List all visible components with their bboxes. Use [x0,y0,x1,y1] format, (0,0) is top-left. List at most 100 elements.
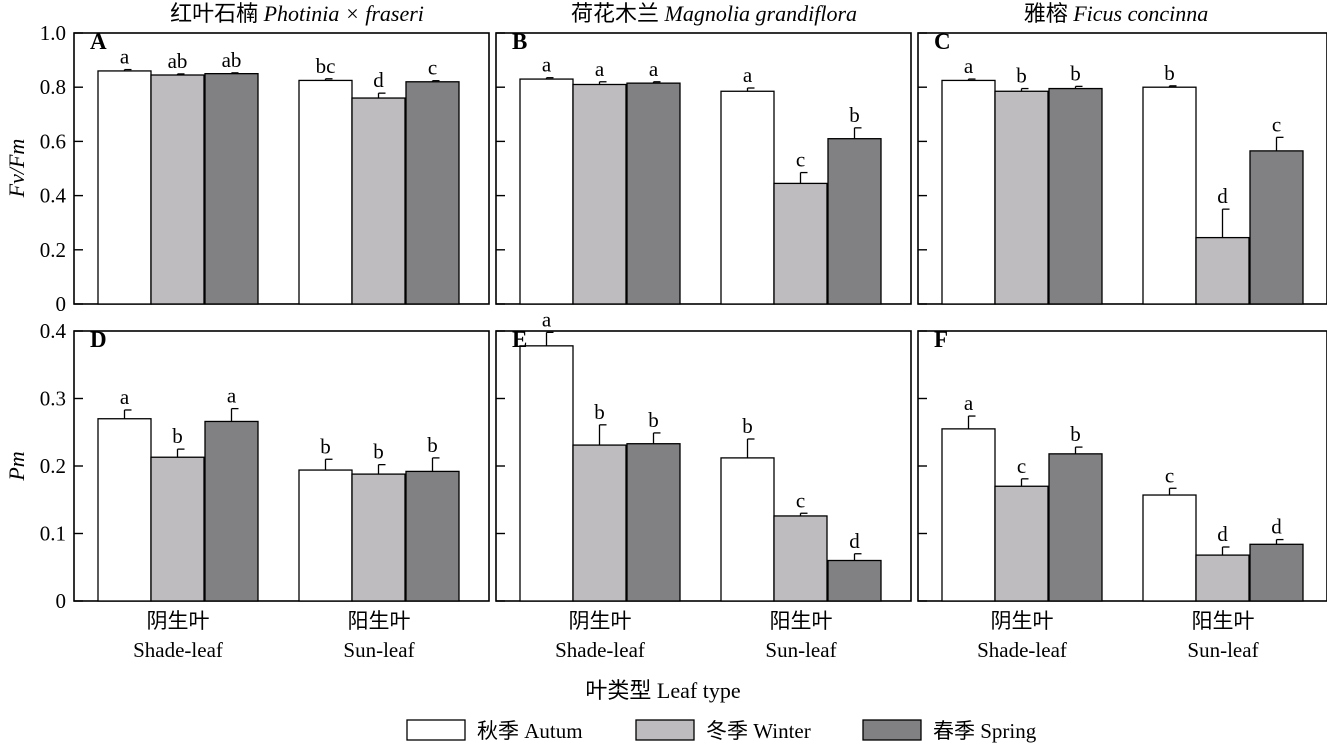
bar [1048,453,1103,602]
group-label-cn: 阳生叶 [770,609,833,633]
group-label-cn: 阴生叶 [569,609,632,633]
column-title-latin: Photinia × fraseri [263,1,424,26]
bar [405,470,460,602]
significance-label: b [373,440,384,464]
significance-label: d [1217,522,1228,546]
significance-label: bc [316,54,336,78]
bar [204,420,259,602]
y-tick-label: 0.2 [40,238,66,262]
panel-letter: E [512,327,527,352]
group-label-cn: 阴生叶 [991,609,1054,633]
significance-label: b [648,408,659,432]
panel-d: 0 0.1 0.2 0.3 0.4 a b b b a b D [40,319,490,613]
y-tick-label: 0.1 [40,522,66,546]
panel-c: a b b d b c C [917,29,1327,305]
significance-label: b [849,103,860,127]
group-label-en: Sun-leaf [765,638,836,662]
significance-label: b [427,433,438,457]
bar [827,138,882,305]
column-title-cn: 雅榕 [1024,1,1074,26]
bar [351,473,406,602]
significance-label: d [1217,184,1228,208]
significance-label: ab [168,49,188,73]
bar [405,81,460,305]
legend-label: 春季 Spring [933,719,1037,743]
legend-swatch [862,719,922,741]
group-label-en: Shade-leaf [555,638,645,662]
significance-label: b [1070,61,1081,85]
group-label-en: Shade-leaf [133,638,223,662]
significance-label: b [594,400,605,424]
bar [1195,236,1250,305]
column-title: 红叶石楠 Photinia × fraseri [170,1,424,26]
legend-swatch [635,719,695,741]
significance-label: d [373,68,384,92]
legend-label: 冬季 Winter [706,719,811,743]
significance-label: c [796,148,805,172]
bar [720,90,775,305]
bar [1142,494,1197,602]
column-title: 荷花木兰 Magnolia grandiflora [571,1,857,26]
significance-label: b [320,434,331,458]
panel-letter: A [90,29,107,54]
plot-frame [917,32,1327,305]
significance-label: ab [222,48,242,72]
bar [626,443,681,602]
panel-letter: B [512,29,527,54]
y-tick-label: 0 [56,292,67,316]
column-title-cn: 荷花木兰 [571,1,665,26]
panel-letter: D [90,327,107,352]
panel-letter: C [934,29,951,54]
y-tick-label: 0.3 [40,387,66,411]
significance-label: a [227,384,237,408]
bar [97,418,152,602]
bar [351,97,406,305]
x-axis-title: 叶类型 Leaf type [585,678,740,703]
bar [994,90,1049,305]
bar [1249,150,1304,305]
bar [626,82,681,305]
bar [1249,543,1304,602]
bar [572,83,627,305]
significance-label: c [1272,112,1281,136]
bar [1048,87,1103,305]
bar [97,70,152,305]
bar [773,515,828,602]
bar [298,79,353,305]
panel-e: a b b c b d E [495,307,912,602]
bar [773,182,828,305]
bar [827,559,882,602]
significance-label: c [1017,454,1026,478]
bar [941,428,996,602]
group-label-cn: 阳生叶 [348,609,411,633]
bar [941,79,996,305]
group-label-cn: 阳生叶 [1192,609,1255,633]
significance-label: a [120,385,130,409]
significance-label: c [796,488,805,512]
significance-label: b [1164,61,1175,85]
significance-label: d [849,529,860,553]
column-title-cn: 红叶石楠 [170,1,264,26]
significance-label: a [649,57,659,81]
plot-frame [73,32,490,305]
y-axis-title-top: Fv/Fm [4,139,29,199]
bar [204,73,259,305]
y-tick-label: 0.4 [40,184,67,208]
significance-label: b [172,424,183,448]
column-title-latin: Ficus concinna [1072,1,1208,26]
group-label-en: Sun-leaf [1187,638,1258,662]
significance-label: a [743,63,753,87]
bar [150,456,205,602]
significance-label: c [1165,463,1174,487]
y-tick-label: 1.0 [40,21,66,45]
significance-label: a [542,307,552,331]
bar [720,457,775,602]
bar [572,444,627,602]
significance-label: a [120,45,130,69]
bar [1142,86,1197,305]
panel-letter: F [934,327,948,352]
bar [298,469,353,602]
group-label-cn: 阴生叶 [147,609,210,633]
significance-label: a [595,57,605,81]
